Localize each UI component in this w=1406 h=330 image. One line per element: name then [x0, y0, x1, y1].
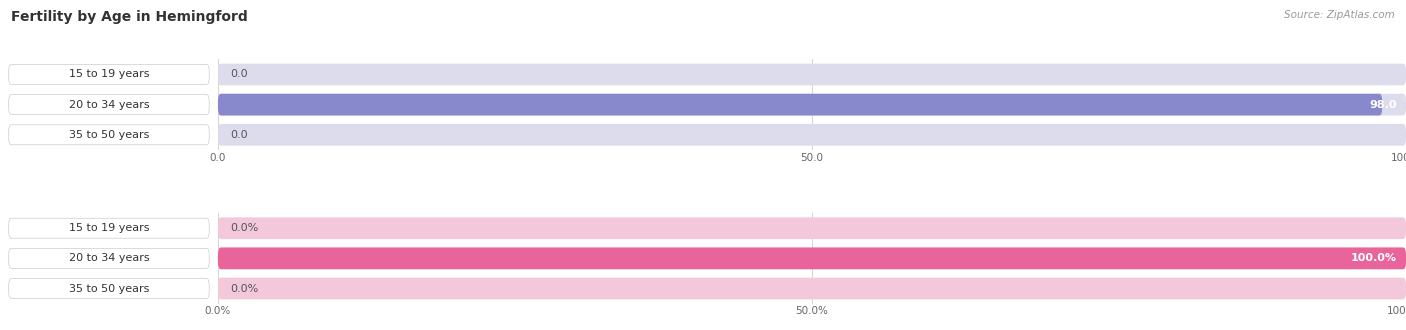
FancyBboxPatch shape: [218, 217, 1406, 239]
Text: 20 to 34 years: 20 to 34 years: [69, 100, 149, 110]
Text: 35 to 50 years: 35 to 50 years: [69, 283, 149, 293]
FancyBboxPatch shape: [218, 124, 1406, 146]
Text: 0.0: 0.0: [229, 130, 247, 140]
FancyBboxPatch shape: [218, 94, 1406, 115]
FancyBboxPatch shape: [8, 248, 209, 268]
FancyBboxPatch shape: [8, 218, 209, 238]
FancyBboxPatch shape: [218, 248, 1406, 269]
FancyBboxPatch shape: [218, 248, 1406, 269]
Text: 15 to 19 years: 15 to 19 years: [69, 70, 149, 80]
Text: 20 to 34 years: 20 to 34 years: [69, 253, 149, 263]
FancyBboxPatch shape: [8, 95, 209, 115]
FancyBboxPatch shape: [218, 64, 1406, 85]
Text: Source: ZipAtlas.com: Source: ZipAtlas.com: [1284, 10, 1395, 20]
Text: 98.0: 98.0: [1369, 100, 1396, 110]
Text: 35 to 50 years: 35 to 50 years: [69, 130, 149, 140]
Text: 0.0%: 0.0%: [229, 223, 259, 233]
Text: 100.0%: 100.0%: [1351, 253, 1396, 263]
FancyBboxPatch shape: [8, 279, 209, 299]
Text: 0.0: 0.0: [229, 70, 247, 80]
Text: 15 to 19 years: 15 to 19 years: [69, 223, 149, 233]
FancyBboxPatch shape: [8, 64, 209, 84]
Text: Fertility by Age in Hemingford: Fertility by Age in Hemingford: [11, 10, 247, 24]
FancyBboxPatch shape: [218, 278, 1406, 299]
FancyBboxPatch shape: [218, 94, 1382, 115]
Text: 0.0%: 0.0%: [229, 283, 259, 293]
FancyBboxPatch shape: [8, 125, 209, 145]
